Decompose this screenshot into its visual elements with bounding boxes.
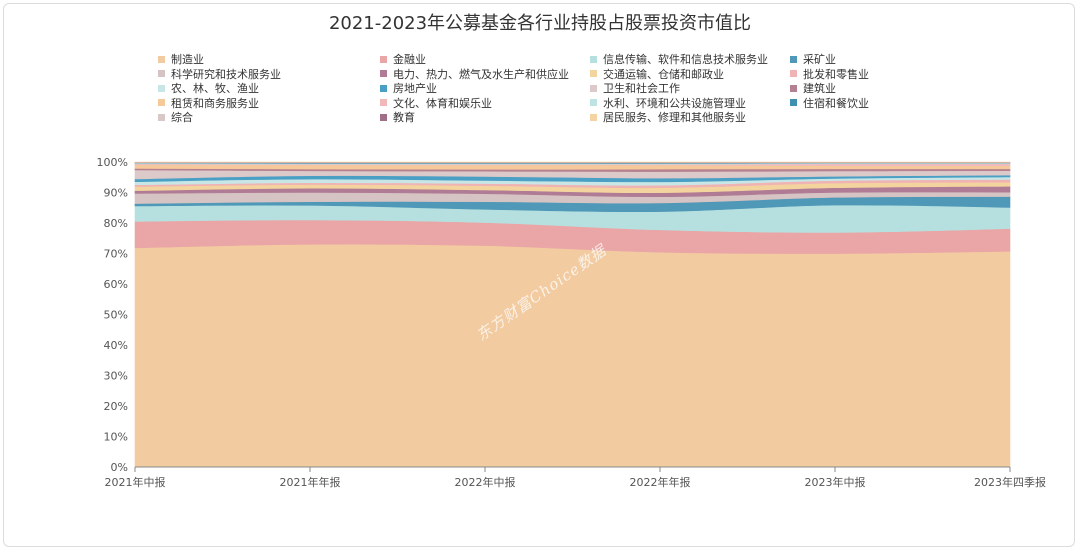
legend-label: 批发和零售业	[803, 67, 869, 81]
legend-item[interactable]: 居民服务、修理和其他服务业	[590, 110, 746, 124]
legend-item[interactable]: 建筑业	[790, 81, 836, 95]
legend-item[interactable]: 卫生和社会工作	[590, 81, 680, 95]
legend-label: 金融业	[393, 53, 426, 66]
y-tick-label: 20%	[104, 400, 128, 413]
legend-item[interactable]: 采矿业	[790, 52, 836, 66]
legend-item[interactable]: 房地产业	[380, 81, 437, 95]
legend-label: 综合	[171, 111, 193, 124]
legend-label: 租赁和商务服务业	[171, 96, 259, 110]
x-tick-label: 2022年年报	[630, 475, 691, 489]
legend-item[interactable]: 租赁和商务服务业	[158, 96, 259, 110]
legend-swatch	[380, 55, 387, 63]
y-tick-label: 50%	[104, 309, 128, 322]
legend-swatch	[158, 113, 165, 121]
y-tick-label: 40%	[104, 339, 128, 352]
legend-label: 住宿和餐饮业	[803, 96, 869, 110]
legend-swatch	[590, 99, 597, 106]
y-tick-label: 80%	[104, 217, 128, 230]
legend-item[interactable]: 金融业	[380, 52, 426, 66]
legend-swatch	[158, 55, 165, 63]
x-tick-label: 2021年中报	[105, 475, 166, 489]
legend-item[interactable]: 交通运输、仓储和邮政业	[590, 67, 724, 81]
x-tick-label: 2023年中报	[805, 475, 866, 489]
legend-item[interactable]: 住宿和餐饮业	[790, 96, 869, 110]
chart-title: 2021-2023年公募基金各行业持股占股票投资市值比	[328, 13, 752, 34]
legend-item[interactable]: 科学研究和技术服务业	[158, 67, 281, 81]
legend-item[interactable]: 电力、热力、燃气及水生产和供应业	[380, 67, 569, 81]
legend-label: 水利、环境和公共设施管理业	[603, 96, 746, 110]
legend-label: 采矿业	[803, 53, 836, 66]
legend-label: 电力、热力、燃气及水生产和供应业	[393, 67, 569, 81]
legend-label: 文化、体育和娱乐业	[393, 96, 492, 110]
legend-item[interactable]: 农、林、牧、渔业	[158, 81, 259, 95]
x-tick-label: 2023年四季报	[974, 475, 1046, 489]
legend-swatch	[590, 70, 597, 77]
chart-legend: 制造业 金融业 信息传输、软件和信息技术服务业 采矿业科学研究和技术服务业 电力、热力、…	[158, 52, 918, 132]
legend-swatch	[790, 55, 797, 63]
legend-label: 卫生和社会工作	[603, 82, 680, 95]
x-tick-label: 2021年年报	[280, 475, 341, 489]
legend-label: 交通运输、仓储和邮政业	[603, 67, 724, 81]
legend-label: 建筑业	[803, 82, 836, 95]
legend-label: 居民服务、修理和其他服务业	[603, 111, 746, 124]
legend-swatch	[380, 113, 387, 121]
legend-swatch	[790, 84, 797, 92]
legend-item[interactable]: 文化、体育和娱乐业	[380, 96, 492, 110]
legend-label: 教育	[393, 111, 415, 124]
legend-swatch	[590, 84, 597, 92]
legend-item[interactable]: 制造业	[158, 52, 204, 66]
legend-swatch	[158, 99, 165, 106]
y-tick-label: 0%	[111, 461, 128, 474]
chart-frame	[3, 3, 1075, 547]
legend-swatch	[590, 55, 597, 63]
legend-swatch	[790, 99, 797, 106]
y-tick-label: 60%	[104, 278, 128, 291]
legend-swatch	[158, 84, 165, 92]
legend-item[interactable]: 信息传输、软件和信息技术服务业	[590, 52, 768, 66]
legend-swatch	[380, 70, 387, 77]
legend-swatch	[380, 99, 387, 106]
y-tick-label: 70%	[104, 248, 128, 261]
y-tick-label: 10%	[104, 431, 128, 444]
x-tick-label: 2022年中报	[455, 475, 516, 489]
legend-label: 科学研究和技术服务业	[171, 67, 281, 81]
legend-label: 房地产业	[393, 82, 437, 95]
legend-item[interactable]: 教育	[380, 110, 415, 124]
legend-item[interactable]: 综合	[158, 110, 193, 124]
legend-label: 农、林、牧、渔业	[171, 82, 259, 95]
legend-swatch	[158, 70, 165, 77]
legend-item[interactable]: 批发和零售业	[790, 67, 869, 81]
legend-label: 信息传输、软件和信息技术服务业	[603, 53, 768, 66]
legend-swatch	[380, 84, 387, 92]
legend-swatch	[790, 70, 797, 77]
legend-item[interactable]: 水利、环境和公共设施管理业	[590, 96, 746, 110]
legend-swatch	[590, 113, 597, 121]
area-layers	[134, 161, 1011, 468]
legend-label: 制造业	[171, 53, 204, 66]
y-tick-label: 90%	[104, 187, 128, 200]
y-tick-label: 100%	[97, 156, 128, 169]
y-tick-label: 30%	[104, 370, 128, 383]
